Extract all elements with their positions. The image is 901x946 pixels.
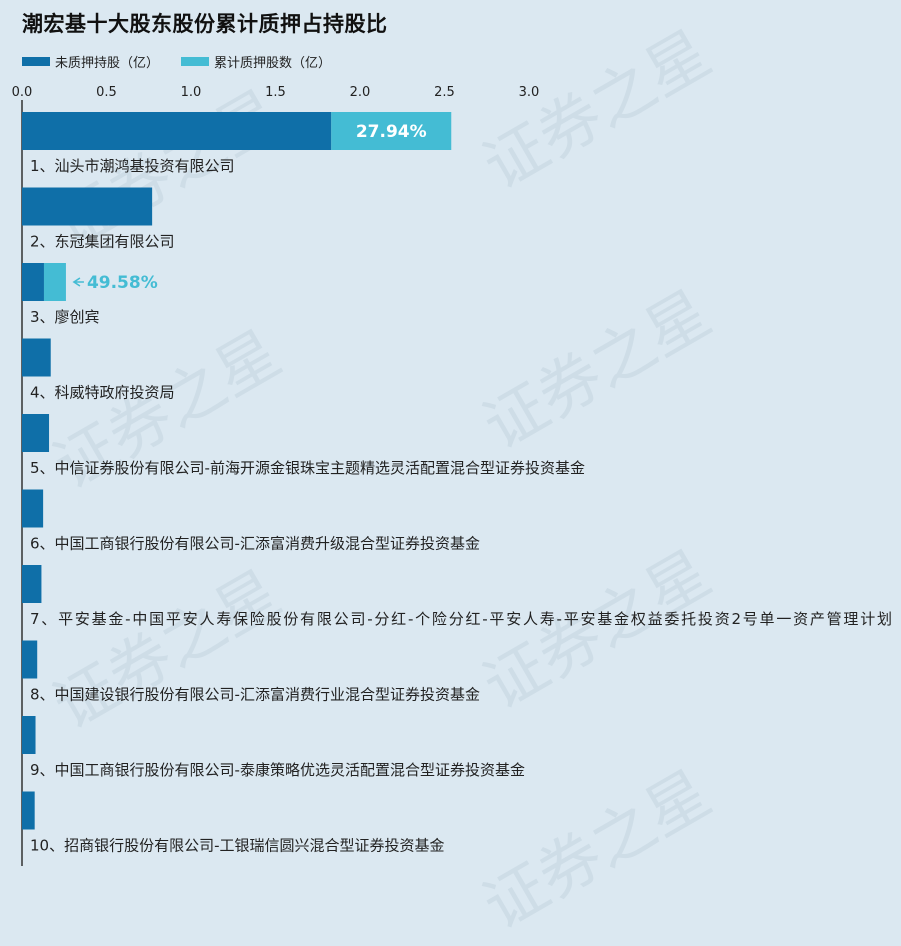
category-label: 2、东冠集团有限公司: [30, 233, 175, 251]
x-tick-label: 1.0: [181, 85, 202, 100]
category-label: 4、科威特政府投资局: [30, 384, 175, 402]
legend: 未质押持股（亿） 累计质押股数（亿）: [22, 52, 353, 71]
legend-item-pledged: 累计质押股数（亿）: [181, 52, 331, 71]
category-label: 1、汕头市潮鸿基投资有限公司: [30, 157, 235, 175]
legend-swatch-pledged: [181, 57, 210, 66]
category-label: 10、招商银行股份有限公司-工银瑞信圆兴混合型证券投资基金: [30, 837, 445, 855]
x-tick-label: 1.5: [265, 85, 286, 100]
data-label: 27.94%: [356, 122, 427, 142]
category-label: 9、中国工商银行股份有限公司-泰康策略优选灵活配置混合型证券投资基金: [30, 761, 525, 779]
arrow-icon: [72, 277, 84, 287]
bar-unpledged: [22, 414, 50, 452]
legend-swatch-unpledged: [22, 57, 50, 66]
legend-item-unpledged: 未质押持股（亿）: [22, 52, 159, 71]
bar-unpledged: [22, 791, 35, 830]
category-label: 3、廖创宾: [30, 308, 100, 326]
x-tick-label: 0.5: [96, 85, 117, 100]
bar-unpledged: [22, 187, 153, 226]
category-label: 6、中国工商银行股份有限公司-汇添富消费升级混合型证券投资基金: [30, 535, 480, 553]
x-tick-label: 3.0: [519, 85, 540, 100]
category-label: 8、中国建设银行股份有限公司-汇添富消费行业混合型证券投资基金: [30, 686, 480, 704]
bar-unpledged: [22, 565, 42, 603]
bar-pledged: [43, 263, 66, 301]
bar-chart: 0.0 0.5 1.0 1.5 2.0 2.5 3.0 27.94% 1、汕头市潮鸿基投资有限公…: [12, 85, 892, 866]
bar-unpledged: [22, 640, 38, 679]
x-tick-label: 0.0: [12, 85, 33, 100]
x-tick-label: 2.5: [434, 85, 455, 100]
chart-title: 潮宏基十大股东股份累计质押占持股比: [22, 12, 388, 36]
data-label: 49.58%: [87, 273, 158, 293]
x-tick-label: 2.0: [350, 85, 371, 100]
bar-unpledged: [22, 112, 332, 150]
bar-unpledged: [22, 716, 36, 754]
legend-label-pledged: 累计质押股数（亿）: [214, 56, 332, 71]
category-label: 5、中信证券股份有限公司-前海开源金银珠宝主题精选灵活配置混合型证券投资基金: [30, 459, 585, 477]
bar-unpledged: [22, 338, 51, 377]
bar-pledged: [331, 112, 452, 150]
bar-unpledged: [22, 489, 44, 528]
category-label: 7、平安基金-中国平安人寿保险股份有限公司-分红-个险分红-平安人寿-平安基金权…: [30, 610, 892, 628]
legend-label-unpledged: 未质押持股（亿）: [55, 56, 160, 71]
bar-unpledged: [22, 263, 44, 301]
